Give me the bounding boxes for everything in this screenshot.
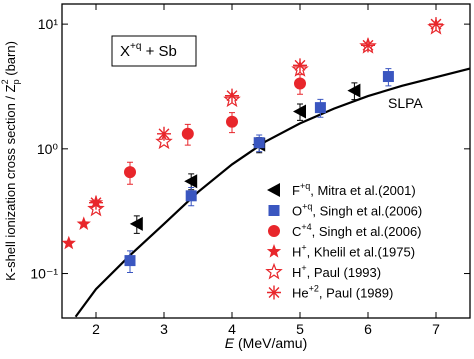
marker	[87, 199, 105, 217]
legend-sup: +2	[309, 284, 319, 294]
legend-label: H+, Paul (1993)	[292, 263, 381, 280]
marker	[76, 216, 91, 230]
marker	[184, 174, 198, 189]
legend-sup: +	[301, 243, 306, 253]
legend-marker	[266, 244, 282, 258]
marker	[61, 235, 76, 250]
x-axis-label: E (MeV/amu)	[225, 335, 307, 351]
marker	[293, 104, 306, 119]
marker	[347, 83, 361, 98]
legend-marker	[267, 183, 280, 197]
x-tick-label: 7	[432, 321, 440, 337]
x-tick-label: 4	[228, 321, 236, 337]
legend-name: He	[292, 286, 309, 301]
legend-name: F	[292, 183, 300, 198]
marker	[382, 71, 394, 83]
x-tick-label: 2	[92, 321, 100, 337]
y-tick-label: 10¹	[38, 16, 59, 32]
legend-suffix: , Khelil et al.(1975)	[307, 245, 415, 260]
annotation: X+q + Sb	[120, 41, 177, 60]
marker	[129, 216, 143, 231]
legend-label: He+2, Paul (1989)	[292, 284, 393, 301]
marker	[225, 88, 239, 103]
y-tick-label: 10⁻¹	[30, 266, 58, 282]
marker	[124, 255, 136, 267]
legend-sup: +	[301, 263, 306, 273]
x-tick-label: 5	[296, 321, 304, 337]
marker	[185, 190, 197, 202]
marker	[291, 60, 309, 77]
marker	[253, 137, 265, 149]
legend-suffix: , Paul (1989)	[319, 286, 393, 301]
marker	[226, 115, 238, 128]
legend-name: H	[292, 245, 301, 260]
x-tick-label: 3	[160, 321, 168, 337]
y-tick-label: 10⁰	[37, 141, 59, 157]
curve-label: SLPA	[388, 95, 423, 111]
legend-marker	[267, 285, 281, 300]
legend-label: C+4, Singh et al.(2006)	[292, 222, 422, 239]
marker	[314, 102, 326, 114]
legend-sup: +q	[300, 181, 310, 191]
legend-label: O+q, Singh et al.(2006)	[292, 202, 422, 219]
legend-name: H	[292, 265, 301, 280]
legend-marker	[265, 262, 283, 280]
marker	[155, 132, 173, 150]
legend-sup: +4	[301, 222, 311, 232]
legend-name: C	[292, 224, 301, 239]
legend-label: H+, Khelil et al.(1975)	[292, 243, 415, 260]
marker	[293, 58, 307, 73]
marker	[157, 126, 171, 141]
legend-suffix: , Mitra et al.(2001)	[310, 183, 416, 198]
y-axis-label: K-shell ionization cross section / Zp2 (…	[0, 41, 21, 281]
x-tick-label: 6	[364, 321, 372, 337]
marker	[429, 17, 443, 32]
marker	[124, 166, 136, 179]
legend-marker	[268, 205, 280, 216]
annotation-box	[111, 35, 197, 67]
legend-label: F+q, Mitra et al.(2001)	[292, 181, 416, 198]
legend-name: O	[292, 204, 302, 219]
marker	[89, 195, 103, 210]
legend-suffix: , Singh et al.(2006)	[312, 204, 422, 219]
legend-suffix: , Singh et al.(2006)	[312, 224, 422, 239]
plot-frame	[61, 3, 471, 319]
legend-suffix: , Paul (1993)	[307, 265, 381, 280]
marker	[223, 90, 241, 108]
marker	[361, 38, 375, 53]
marker	[294, 77, 306, 90]
legend-marker	[268, 225, 280, 237]
legend-sup: +q	[302, 202, 312, 212]
marker	[181, 127, 194, 140]
